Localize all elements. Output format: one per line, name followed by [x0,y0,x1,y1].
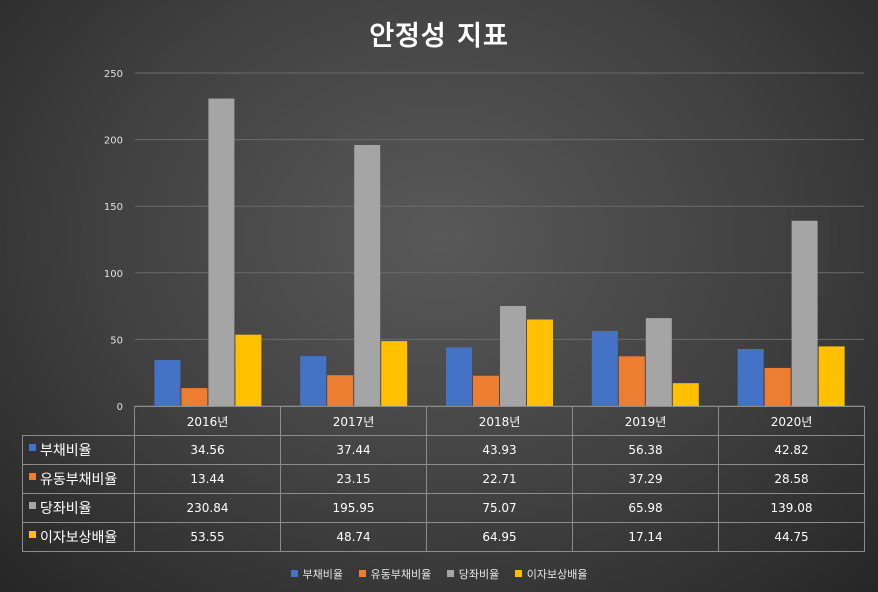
value-cell: 65.98 [572,493,719,523]
legend-label: 유동부채비율 [370,568,432,581]
series-name: 당좌비율 [40,501,92,517]
legend-label: 당좌비율 [458,568,500,581]
value-cell: 64.95 [426,522,573,552]
legend-swatch [290,570,298,577]
bar [154,359,181,406]
y-tick-label: 250 [104,69,123,80]
y-tick-label: 200 [104,136,123,147]
legend: 부채비율 유동부채비율 당좌비율 이자보상배율 [0,566,878,582]
legend-label: 부채비율 [302,568,344,581]
data-table-row: 유동부채비율 13.44 23.15 22.71 37.29 28.58 [22,464,865,494]
value-cell: 42.82 [718,435,865,465]
series-name: 유동부채비율 [40,472,118,488]
bar [791,220,818,406]
value-cell: 48.74 [280,522,427,552]
value-cell: 44.75 [718,522,865,552]
bar [500,306,526,406]
value-cell: 22.71 [426,464,573,494]
bar [381,341,408,406]
category-label: 2020년 [718,406,865,436]
y-tick-label: 50 [110,335,123,346]
data-table-header-row: 2016년 2017년 2018년 2019년 2020년 [22,406,865,436]
legend-swatch [358,570,366,577]
value-cell: 53.55 [134,522,281,552]
series-swatch [29,502,36,509]
series-swatch [29,531,36,538]
legend-swatch [514,570,522,577]
value-cell: 37.44 [280,435,427,465]
data-table: 2016년 2017년 2018년 2019년 2020년 부채비율 34.56… [22,406,865,552]
legend-label: 이자보상배율 [526,568,588,581]
value-cell: 37.29 [572,464,719,494]
series-label: 부채비율 [22,435,135,465]
value-cell: 195.95 [280,493,427,523]
bar [446,347,472,406]
data-table-row: 당좌비율 230.84 195.95 75.07 65.98 139.08 [22,493,865,523]
bar [208,98,235,406]
bar [235,334,262,406]
value-cell: 13.44 [134,464,281,494]
chart-title: 안정성 지표 [369,21,509,52]
bar [327,375,354,406]
category-label: 2018년 [426,406,573,436]
bar [818,346,845,406]
bar [300,356,327,406]
series-swatch [29,473,36,480]
series-name: 이자보상배율 [40,530,118,546]
series-swatch [29,444,36,451]
bar [672,383,699,406]
bar [473,375,499,406]
value-cell: 17.14 [572,522,719,552]
bar [354,144,381,406]
bar [181,388,208,406]
value-cell: 28.58 [718,464,865,494]
bar [618,356,645,406]
data-table-row: 부채비율 34.56 37.44 43.93 56.38 42.82 [22,435,865,465]
category-label: 2017년 [280,406,427,436]
legend-item: 부채비율 [290,566,344,582]
value-cell: 43.93 [426,435,573,465]
legend-item: 당좌비율 [446,566,500,582]
bar [591,330,618,406]
legend-swatch [446,570,454,577]
bar [764,367,791,406]
series-name: 부채비율 [40,443,92,459]
series-label: 당좌비율 [22,493,135,523]
bar [737,348,764,406]
category-label: 2019년 [572,406,719,436]
value-cell: 34.56 [134,435,281,465]
category-label: 2016년 [134,406,281,436]
series-label: 유동부채비율 [22,464,135,494]
data-table-corner [22,406,135,436]
legend-item: 유동부채비율 [358,566,432,582]
data-table-row: 이자보상배율 53.55 48.74 64.95 17.14 44.75 [22,522,865,552]
bar [527,319,553,406]
bar [645,318,672,406]
value-cell: 139.08 [718,493,865,523]
value-cell: 23.15 [280,464,427,494]
bars [154,98,845,406]
y-tick-label: 100 [104,269,123,280]
y-tick-label: 150 [104,202,123,213]
legend-item: 이자보상배율 [514,566,588,582]
value-cell: 230.84 [134,493,281,523]
value-cell: 75.07 [426,493,573,523]
value-cell: 56.38 [572,435,719,465]
series-label: 이자보상배율 [22,522,135,552]
